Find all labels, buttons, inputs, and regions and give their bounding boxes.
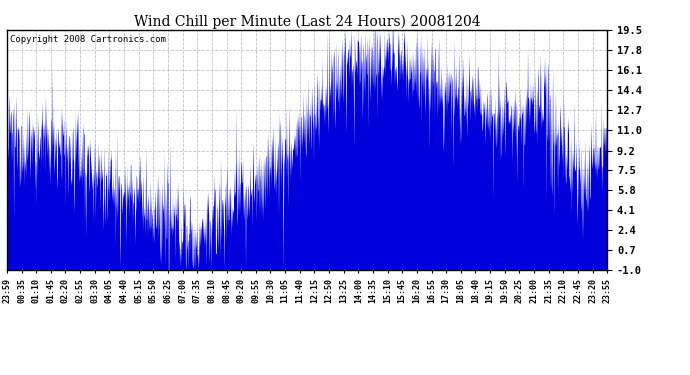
Text: Copyright 2008 Cartronics.com: Copyright 2008 Cartronics.com <box>10 35 166 44</box>
Title: Wind Chill per Minute (Last 24 Hours) 20081204: Wind Chill per Minute (Last 24 Hours) 20… <box>134 15 480 29</box>
